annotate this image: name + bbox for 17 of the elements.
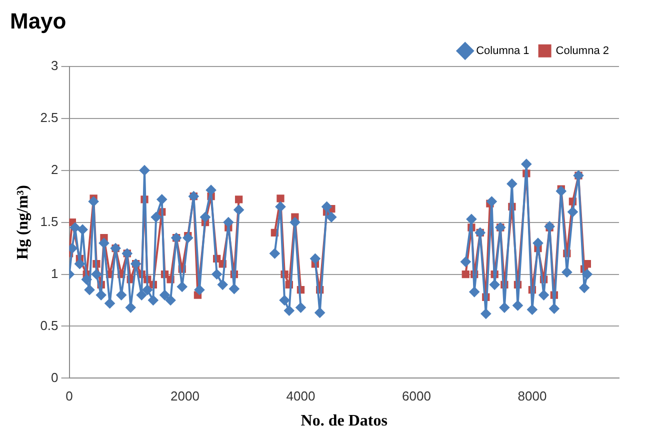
- y-axis-title: Hg (ng/m³): [14, 185, 32, 260]
- x-tick-label: 2000: [170, 388, 200, 404]
- chart-title: Mayo: [10, 8, 66, 34]
- y-tick-label: 3: [51, 58, 58, 73]
- y-tick-label: 0: [51, 370, 58, 385]
- x-tick-label: 6000: [402, 388, 431, 404]
- legend-label: Columna 2: [556, 44, 610, 57]
- x-tick-label: 4000: [286, 388, 316, 404]
- y-tick-label: 0.5: [40, 318, 58, 333]
- x-tick-label: 0: [66, 388, 73, 404]
- x-axis-title: No. de Datos: [300, 412, 388, 430]
- legend-label: Columna 1: [476, 44, 530, 57]
- y-tick-label: 2: [51, 162, 58, 177]
- y-tick-label: 1.5: [40, 214, 58, 229]
- y-tick-label: 2.5: [40, 110, 58, 125]
- y-tick-label: 1: [51, 266, 58, 281]
- x-tick-label: 8000: [518, 388, 547, 404]
